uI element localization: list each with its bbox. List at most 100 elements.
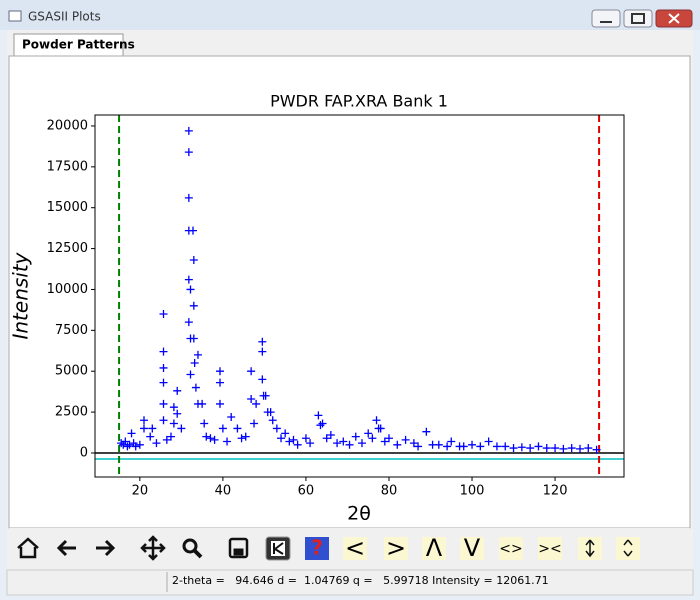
data-point xyxy=(351,432,360,441)
toolbar-button[interactable] xyxy=(460,537,484,560)
y-tick-label: 17500 xyxy=(47,159,88,174)
x-tick-label: 100 xyxy=(460,484,485,499)
data-point xyxy=(177,424,186,433)
data-point xyxy=(281,429,290,438)
data-point xyxy=(184,275,193,284)
data-point xyxy=(261,391,270,400)
data-point xyxy=(559,444,568,453)
data-point xyxy=(189,256,198,265)
x-tick-label: 120 xyxy=(543,484,568,499)
toolbar-button-label: > xyxy=(386,534,406,562)
data-point xyxy=(551,444,560,453)
data-point xyxy=(193,350,202,359)
y-tick-label: 10000 xyxy=(47,282,88,297)
data-point xyxy=(333,439,342,448)
data-point xyxy=(393,440,402,449)
data-point xyxy=(223,437,232,446)
data-point xyxy=(198,399,207,408)
data-point xyxy=(476,442,485,451)
tab-label: Powder Patterns xyxy=(22,38,135,52)
zoom-handle xyxy=(193,549,203,559)
toolbar-button[interactable] xyxy=(538,537,562,560)
data-point xyxy=(250,419,259,428)
data-point xyxy=(258,375,267,384)
data-point xyxy=(258,347,267,356)
data-point xyxy=(215,378,224,387)
vertical-shrink-icon xyxy=(623,539,633,557)
y-tick-label: 0 xyxy=(80,445,88,460)
home-button[interactable] xyxy=(17,537,39,559)
toolbar-button-label: <> xyxy=(499,541,522,557)
data-point xyxy=(409,439,418,448)
data-point xyxy=(159,347,168,356)
data-point xyxy=(190,359,199,368)
data-point xyxy=(162,435,171,444)
toolbar-button-label: Λ xyxy=(426,534,443,562)
data-point xyxy=(227,412,236,421)
data-point xyxy=(210,435,219,444)
chart-title: PWDR FAP.XRA Bank 1 xyxy=(270,92,448,111)
data-point xyxy=(526,444,535,453)
key-letter xyxy=(273,542,284,555)
toolbar-button[interactable] xyxy=(499,537,523,560)
toolbar-button[interactable] xyxy=(616,537,640,560)
pan-button[interactable] xyxy=(140,535,166,561)
toolbar-button[interactable] xyxy=(384,537,408,560)
data-point xyxy=(542,444,551,453)
data-point xyxy=(169,419,178,428)
minimize-button[interactable] xyxy=(591,9,621,28)
back-button[interactable] xyxy=(56,539,76,557)
data-point xyxy=(252,399,261,408)
data-point xyxy=(459,442,468,451)
y-tick-label: 2500 xyxy=(55,405,88,420)
app-icon xyxy=(8,10,22,22)
data-point xyxy=(384,434,393,443)
x-tick-label: 80 xyxy=(381,484,398,499)
forward-button[interactable] xyxy=(96,539,116,557)
data-point xyxy=(447,437,456,446)
toolbar-button[interactable] xyxy=(343,537,367,560)
data-point xyxy=(517,443,526,452)
data-point xyxy=(247,367,256,376)
toolbar-button-label: < xyxy=(345,534,365,562)
help-button[interactable] xyxy=(305,537,329,560)
data-point xyxy=(159,363,168,372)
vertical-expand-icon xyxy=(585,539,595,558)
maximize-button[interactable] xyxy=(623,9,653,28)
y-tick-label: 12500 xyxy=(47,241,88,256)
data-point xyxy=(285,437,294,446)
data-point xyxy=(339,437,348,446)
plot: 20 40 60 80 100 120 0 2500 5000 7500 10000 12500 150… xyxy=(47,114,625,499)
data-point xyxy=(186,285,195,294)
y-tick-label: 15000 xyxy=(47,200,88,215)
x-tick-label: 60 xyxy=(298,484,315,499)
data-point xyxy=(293,440,302,449)
data-point xyxy=(148,424,157,433)
data-point xyxy=(215,367,224,376)
data-point xyxy=(414,442,423,451)
data-point xyxy=(372,416,381,425)
data-point xyxy=(184,148,193,157)
title-bar xyxy=(0,0,700,30)
data-point xyxy=(258,337,267,346)
save-button[interactable] xyxy=(228,537,249,559)
data-point xyxy=(272,424,281,433)
data-point xyxy=(357,439,366,448)
window-title: GSASII Plots xyxy=(28,10,101,24)
data-point xyxy=(277,434,286,443)
zoom-button[interactable] xyxy=(182,538,198,554)
data-point xyxy=(215,399,224,408)
data-point xyxy=(189,301,198,310)
data-point xyxy=(159,416,168,425)
data-point xyxy=(376,424,385,433)
data-point xyxy=(169,403,178,412)
toolbar-button[interactable] xyxy=(422,537,446,560)
data-point xyxy=(191,383,200,392)
y-tick-label: 7500 xyxy=(55,323,88,338)
data-point xyxy=(401,435,410,444)
data-point xyxy=(314,411,323,420)
save-label xyxy=(233,548,244,556)
data-point xyxy=(318,419,327,428)
data-point xyxy=(368,434,377,443)
data-point xyxy=(364,429,373,438)
